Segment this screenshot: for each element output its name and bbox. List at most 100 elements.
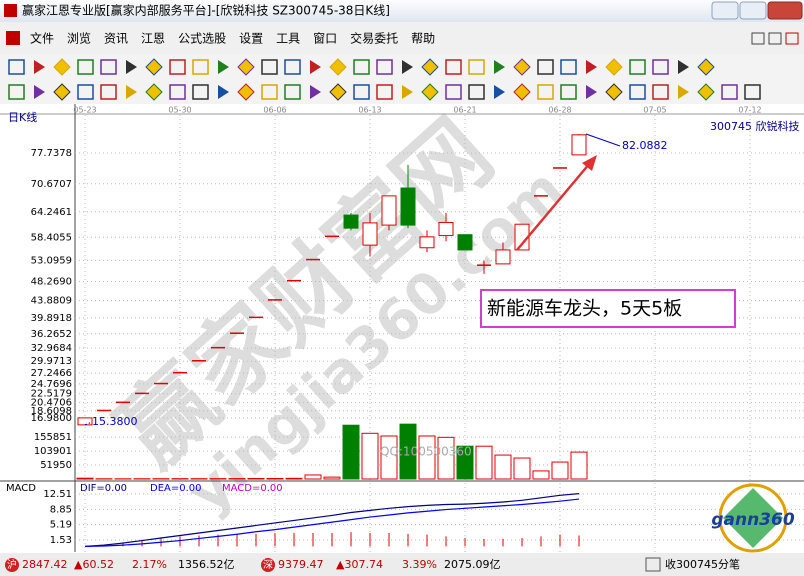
menu-item[interactable]: 交易委托	[350, 31, 398, 46]
toolbar-button[interactable]	[77, 84, 94, 100]
toolbar-button[interactable]	[53, 58, 71, 76]
toolbar-button[interactable]	[261, 84, 278, 100]
toolbar-button[interactable]	[605, 58, 623, 76]
mdi-button[interactable]	[751, 32, 765, 45]
menu-item[interactable]: 浏览	[67, 31, 91, 46]
toolbar-button[interactable]	[445, 59, 462, 75]
toolbar-button[interactable]	[34, 60, 45, 74]
toolbar-button[interactable]	[560, 84, 577, 100]
status-tick: 收300745分笔	[665, 557, 740, 571]
volume-bar	[475, 445, 493, 480]
toolbar-button[interactable]	[218, 85, 229, 99]
y-tick-label: 27.2466	[31, 368, 72, 379]
toolbar-button[interactable]	[145, 58, 163, 76]
toolbar-button[interactable]	[310, 60, 321, 74]
menu-item[interactable]: 设置	[239, 32, 263, 46]
toolbar-button[interactable]	[284, 59, 301, 75]
toolbar-button[interactable]	[421, 58, 439, 76]
toolbar-button[interactable]	[468, 84, 485, 100]
toolbar-button[interactable]	[100, 84, 117, 100]
toolbar-button[interactable]	[652, 59, 669, 75]
toolbar-button[interactable]	[53, 83, 71, 101]
toolbar-button[interactable]	[310, 85, 321, 99]
mdi-button[interactable]	[768, 32, 782, 45]
toolbar-button[interactable]	[560, 59, 577, 75]
trend-arrow-head	[582, 155, 597, 171]
candle-body	[571, 134, 587, 156]
toolbar-button[interactable]	[376, 59, 393, 75]
toolbar-button[interactable]	[169, 84, 186, 100]
menu-item[interactable]: 江恩	[141, 32, 165, 46]
toolbar-button[interactable]	[513, 58, 531, 76]
menu-item[interactable]: 公式选股	[178, 32, 226, 46]
toolbar-button[interactable]	[629, 59, 646, 75]
toolbar-button[interactable]	[77, 59, 94, 75]
toolbar-button[interactable]	[192, 59, 209, 75]
toolbar-button[interactable]	[605, 83, 623, 101]
toolbar-button[interactable]	[218, 60, 229, 74]
toolbar-button[interactable]	[126, 60, 137, 74]
toolbar-button[interactable]	[494, 60, 505, 74]
toolbar-button[interactable]	[586, 60, 597, 74]
toolbar-button[interactable]	[678, 60, 689, 74]
y-tick-label: 22.5179	[31, 389, 72, 400]
toolbar-button[interactable]	[8, 84, 25, 100]
toolbar-button[interactable]	[402, 60, 413, 74]
toolbar-button[interactable]	[329, 83, 347, 101]
toolbar-button[interactable]	[169, 59, 186, 75]
title-bar	[0, 0, 804, 22]
toolbar-button[interactable]	[721, 84, 738, 100]
toolbar-button[interactable]	[697, 83, 715, 101]
close-button[interactable]	[767, 1, 803, 20]
toolbar-button[interactable]	[744, 84, 761, 100]
toolbar-button[interactable]	[192, 84, 209, 100]
toolbar-button[interactable]	[284, 84, 301, 100]
minimize-button[interactable]	[711, 1, 739, 20]
toolbar-button[interactable]	[353, 84, 370, 100]
toolbar-button[interactable]	[100, 59, 117, 75]
volume-bar	[418, 435, 436, 480]
menu-icon	[6, 31, 20, 45]
toolbar-button[interactable]	[586, 85, 597, 99]
toolbar-button[interactable]	[261, 59, 278, 75]
volume-bar	[570, 451, 588, 480]
toolbar-button[interactable]	[652, 84, 669, 100]
toolbar-button[interactable]	[329, 58, 347, 76]
menu-item[interactable]: 工具	[276, 32, 300, 46]
toolbar-button[interactable]	[376, 84, 393, 100]
volume-bar	[532, 470, 550, 480]
menu-item[interactable]: 资讯	[104, 32, 128, 46]
toolbar-button[interactable]	[678, 85, 689, 99]
toolbar-button[interactable]	[629, 84, 646, 100]
volume-bar	[304, 474, 322, 480]
toolbar-button[interactable]	[537, 84, 554, 100]
toolbar-button[interactable]	[421, 83, 439, 101]
toolbar-button[interactable]	[445, 84, 462, 100]
x-tick-label: 06-28	[548, 106, 571, 115]
market-icon	[261, 558, 275, 572]
toolbar-button[interactable]	[513, 83, 531, 101]
toolbar-button[interactable]	[8, 59, 25, 75]
toolbar-button[interactable]	[145, 83, 163, 101]
toolbar-button[interactable]	[697, 58, 715, 76]
x-tick-label: 06-13	[358, 106, 381, 115]
menu-item[interactable]: 窗口	[313, 32, 337, 46]
toolbar-button[interactable]	[537, 59, 554, 75]
status-sh-pct: 2.17%	[132, 558, 167, 571]
toolbar-button[interactable]	[34, 85, 45, 99]
toolbar-button[interactable]	[126, 85, 137, 99]
toolbar-button[interactable]	[353, 59, 370, 75]
mdi-button[interactable]	[785, 32, 799, 45]
menu-item[interactable]: 帮助	[411, 32, 435, 46]
status-icon	[645, 557, 661, 572]
macd-value-label: MACD=0.00	[222, 483, 283, 494]
status-sh-index: 2847.42	[22, 558, 68, 571]
toolbar-button[interactable]	[237, 58, 255, 76]
toolbar-button[interactable]	[494, 85, 505, 99]
toolbar-button[interactable]	[237, 83, 255, 101]
toolbar-button[interactable]	[402, 85, 413, 99]
maximize-button[interactable]	[739, 1, 767, 20]
menu-item[interactable]: 文件	[30, 31, 54, 46]
toolbar-button[interactable]	[468, 59, 485, 75]
